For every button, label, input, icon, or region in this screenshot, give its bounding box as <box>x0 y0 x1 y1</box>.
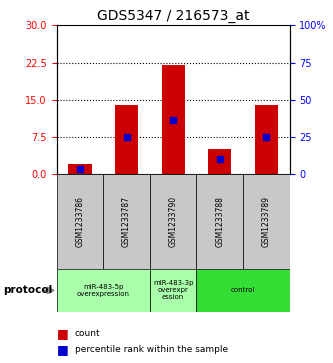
Text: GSM1233786: GSM1233786 <box>75 196 85 247</box>
Bar <box>68 164 92 174</box>
Bar <box>162 65 185 174</box>
Text: percentile rank within the sample: percentile rank within the sample <box>75 345 228 354</box>
Text: miR-483-3p
overexpr
ession: miR-483-3p overexpr ession <box>153 280 193 301</box>
Bar <box>57 269 150 312</box>
Bar <box>103 174 150 269</box>
Text: protocol: protocol <box>3 285 53 295</box>
Title: GDS5347 / 216573_at: GDS5347 / 216573_at <box>97 9 249 23</box>
Bar <box>115 105 138 174</box>
Text: count: count <box>75 329 101 338</box>
Bar <box>150 174 196 269</box>
Bar <box>57 174 103 269</box>
Text: control: control <box>231 287 255 293</box>
Text: miR-483-5p
overexpression: miR-483-5p overexpression <box>77 284 130 297</box>
Bar <box>255 105 278 174</box>
Bar <box>196 269 290 312</box>
Bar <box>243 174 290 269</box>
Text: ■: ■ <box>57 327 68 340</box>
Bar <box>208 150 231 174</box>
Text: GSM1233789: GSM1233789 <box>262 196 271 247</box>
Text: GSM1233788: GSM1233788 <box>215 196 224 247</box>
Bar <box>196 174 243 269</box>
Text: ■: ■ <box>57 343 68 356</box>
Text: GSM1233787: GSM1233787 <box>122 196 131 247</box>
Text: GSM1233790: GSM1233790 <box>168 196 178 247</box>
Bar <box>150 269 196 312</box>
